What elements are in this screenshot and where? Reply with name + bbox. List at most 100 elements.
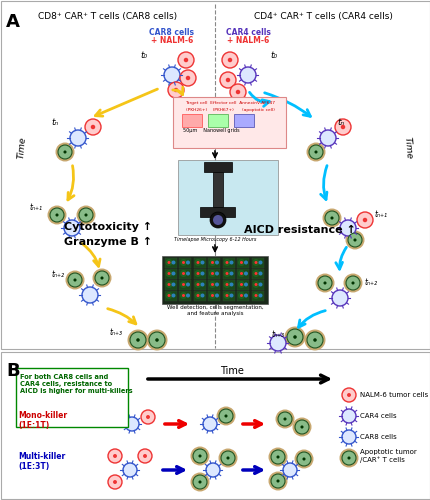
Circle shape (203, 417, 216, 431)
Circle shape (343, 274, 362, 292)
Text: t₀: t₀ (141, 51, 147, 60)
Bar (203, 162, 231, 172)
Circle shape (353, 238, 356, 242)
Circle shape (190, 472, 209, 492)
Bar (165, 291, 177, 300)
Circle shape (243, 260, 247, 264)
Circle shape (345, 230, 364, 250)
Circle shape (322, 208, 341, 228)
Circle shape (193, 449, 206, 463)
Circle shape (55, 142, 74, 162)
FancyBboxPatch shape (178, 160, 277, 235)
Circle shape (209, 212, 225, 228)
Bar (222, 291, 234, 300)
Circle shape (294, 420, 308, 434)
Circle shape (286, 329, 302, 345)
Text: tₙ₊₃: tₙ₊₃ (110, 328, 123, 337)
Circle shape (173, 88, 178, 92)
Text: t₀: t₀ (269, 51, 276, 60)
Circle shape (180, 292, 187, 299)
Circle shape (65, 270, 84, 289)
Circle shape (240, 67, 255, 83)
Bar (181, 114, 202, 127)
Circle shape (181, 261, 184, 264)
Circle shape (130, 332, 146, 348)
Circle shape (223, 292, 230, 299)
Circle shape (82, 287, 98, 303)
Circle shape (340, 125, 344, 129)
Circle shape (186, 294, 190, 298)
Circle shape (258, 282, 262, 286)
Circle shape (167, 283, 170, 286)
Circle shape (334, 119, 350, 135)
Circle shape (225, 283, 228, 286)
Circle shape (254, 294, 257, 297)
Circle shape (186, 272, 190, 276)
Circle shape (68, 273, 82, 287)
Circle shape (296, 452, 310, 466)
Bar (252, 258, 264, 268)
Circle shape (125, 417, 139, 431)
Text: (PKH26+)    (PKH67+)      (apoptotic cell): (PKH26+) (PKH67+) (apoptotic cell) (185, 108, 274, 112)
Text: Time: Time (16, 136, 28, 160)
Circle shape (240, 283, 243, 286)
Circle shape (146, 415, 150, 419)
Text: Well detection, cells segmentation,
and feature analysis: Well detection, cells segmentation, and … (166, 305, 263, 316)
Bar (165, 269, 177, 278)
Circle shape (211, 261, 214, 264)
Bar (252, 291, 264, 300)
Circle shape (200, 294, 204, 298)
Bar (165, 280, 177, 289)
Circle shape (198, 480, 201, 484)
Circle shape (258, 260, 262, 264)
Circle shape (330, 216, 333, 220)
Text: Timelapse Microscopy 6-12 Hours: Timelapse Microscopy 6-12 Hours (173, 237, 255, 242)
Circle shape (181, 283, 184, 286)
Circle shape (209, 281, 215, 288)
Bar (222, 269, 234, 278)
Circle shape (294, 450, 313, 468)
Circle shape (304, 330, 325, 350)
Circle shape (164, 67, 180, 83)
Circle shape (155, 338, 158, 342)
Circle shape (341, 451, 355, 465)
Circle shape (100, 276, 103, 280)
Text: tₙ₊₃: tₙ₊₃ (271, 330, 284, 339)
Circle shape (254, 283, 257, 286)
Text: CD4⁺ CAR⁺ T cells (CAR4 cells): CD4⁺ CAR⁺ T cells (CAR4 cells) (253, 12, 392, 21)
Bar (194, 258, 206, 268)
Text: Time: Time (402, 136, 412, 160)
Circle shape (215, 282, 218, 286)
Circle shape (229, 260, 233, 264)
Circle shape (167, 272, 170, 275)
Circle shape (227, 58, 232, 62)
FancyBboxPatch shape (1, 352, 429, 499)
Circle shape (225, 261, 228, 264)
Circle shape (143, 454, 147, 458)
Circle shape (171, 260, 175, 264)
Circle shape (224, 414, 227, 418)
Circle shape (168, 82, 184, 98)
Bar (237, 291, 249, 300)
Circle shape (196, 272, 199, 275)
Circle shape (127, 330, 148, 350)
Circle shape (180, 259, 187, 266)
Text: A: A (6, 13, 20, 31)
Circle shape (225, 78, 230, 82)
Circle shape (270, 474, 284, 488)
Circle shape (221, 52, 237, 68)
Circle shape (215, 260, 218, 264)
Text: AICD resistance ↑: AICD resistance ↑ (243, 225, 355, 235)
Circle shape (76, 206, 95, 225)
Circle shape (92, 268, 111, 287)
Circle shape (47, 206, 66, 225)
Circle shape (91, 125, 95, 129)
Circle shape (211, 294, 214, 297)
Circle shape (171, 272, 175, 276)
Circle shape (275, 410, 294, 428)
Circle shape (283, 418, 286, 420)
Text: CAR8 cells: CAR8 cells (149, 28, 194, 37)
Text: 50μm    Nanowell grids: 50μm Nanowell grids (183, 128, 239, 133)
Circle shape (209, 259, 215, 266)
Circle shape (216, 406, 235, 426)
